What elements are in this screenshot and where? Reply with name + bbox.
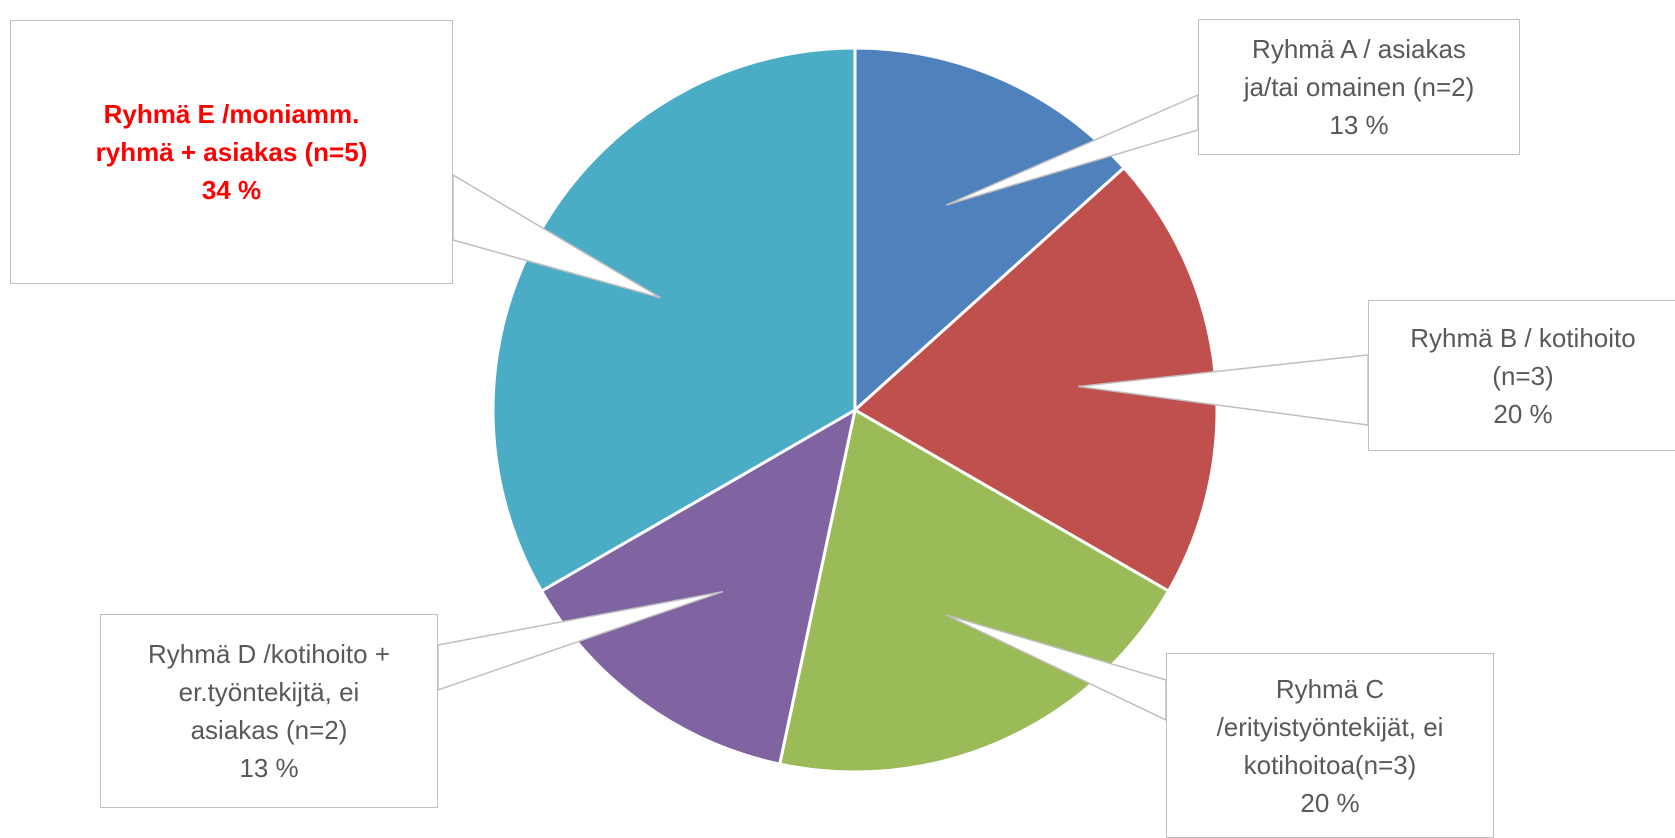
label-percent-ryhma-a: 13 % [1329,110,1389,140]
label-line-ryhma-d: asiakas (n=2) [190,715,348,745]
label-percent-ryhma-b: 20 % [1493,398,1553,429]
pie-slice-ryhma-d [540,408,857,766]
data-label-ryhma-d: Ryhmä D /kotihoito + er.työntekijtä, ei as… [100,614,438,808]
label-line-ryhma-c: Ryhmä C [1275,673,1385,704]
callout-leaders [437,93,1369,722]
data-label-ryhma-e: Ryhmä E /moniamm. ryhmä + asiakas (n=5) 34… [10,20,453,284]
data-label-ryhma-c: Ryhmä C/erityistyöntekijät, ei kotihoitoa… [1166,653,1494,838]
label-line-ryhma-b: Ryhmä B / kotihoito [1410,322,1636,353]
data-label-ryhma-a: Ryhmä A / asiakas ja/tai omainen (n=2) 13 … [1198,19,1520,155]
label-line-ryhma-e: ryhmä + asiakas (n=5) [95,137,368,167]
callout-leader-ryhma-e [452,173,661,299]
pie-slice-ryhma-c [778,408,1170,774]
label-percent-ryhma-e: 34 % [201,175,262,205]
label-line-ryhma-c: kotihoitoa(n=3) [1243,749,1417,780]
label-line-ryhma-d: Ryhmä D /kotihoito + [147,639,391,669]
label-line-ryhma-d: er.työntekijtä, ei [178,677,360,707]
label-percent-ryhma-d: 13 % [239,753,299,783]
label-line-ryhma-b: (n=3) [1492,360,1554,391]
label-percent-ryhma-c: 20 % [1300,787,1360,818]
label-line-ryhma-a: Ryhmä A / asiakas [1252,34,1466,64]
callout-leader-ryhma-d [437,590,724,692]
data-label-ryhma-b: Ryhmä B / kotihoito (n=3) 20 % [1368,300,1675,451]
label-line-ryhma-a: ja/tai omainen (n=2) [1243,72,1475,102]
label-line-ryhma-e: Ryhmä E /moniamm. [103,99,360,129]
label-line-ryhma-c: /erityistyöntekijät, ei [1216,711,1444,742]
